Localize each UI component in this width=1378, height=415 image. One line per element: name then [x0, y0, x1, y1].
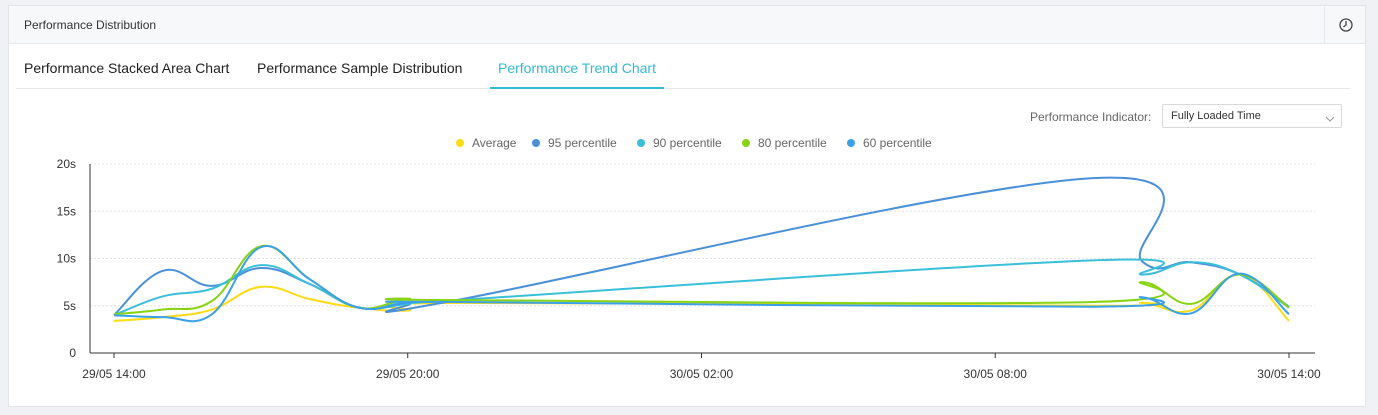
panel-header: Performance Distribution — [9, 6, 1365, 44]
series-line-95-percentile — [113, 176, 1290, 316]
x-tick-label: 29/05 20:00 — [376, 367, 440, 381]
y-tick-label: 10s — [57, 252, 76, 266]
tab-bar: Performance Stacked Area Chart Performan… — [16, 54, 1350, 89]
y-tick-label: 20s — [57, 157, 76, 171]
indicator-label: Performance Indicator: — [1030, 110, 1152, 124]
legend-dot — [742, 139, 750, 147]
legend-item-95-percentile[interactable]: 95 percentile — [532, 136, 617, 150]
x-tick-label: 30/05 14:00 — [1257, 367, 1321, 381]
series-line-80-percentile — [113, 244, 1290, 316]
legend-dot — [532, 139, 540, 147]
legend-item-60-percentile[interactable]: 60 percentile — [847, 136, 932, 150]
chevron-down-icon — [1325, 111, 1335, 122]
legend-item-80-percentile[interactable]: 80 percentile — [742, 136, 827, 150]
legend-label: 90 percentile — [653, 136, 722, 150]
y-tick-label: 0 — [69, 346, 76, 360]
legend-dot — [456, 139, 464, 147]
tab-trend-chart[interactable]: Performance Trend Chart — [490, 54, 664, 89]
x-tick-label: 29/05 14:00 — [82, 367, 146, 381]
clock-icon[interactable] — [1338, 17, 1354, 33]
y-tick-label: 5s — [63, 299, 76, 313]
series-line-60-percentile — [113, 245, 1290, 323]
legend-item-90-percentile[interactable]: 90 percentile — [637, 136, 722, 150]
legend-label: Average — [472, 136, 517, 150]
legend-dot — [637, 139, 645, 147]
panel-title: Performance Distribution — [24, 18, 157, 32]
legend-dot — [847, 139, 855, 147]
legend-label: 60 percentile — [863, 136, 932, 150]
performance-panel: Performance Distribution — [8, 5, 1366, 407]
tab-stacked-area-chart[interactable]: Performance Stacked Area Chart — [24, 60, 230, 76]
legend-label: 80 percentile — [758, 136, 827, 150]
x-tick-label: 30/05 08:00 — [964, 367, 1028, 381]
x-tick-label: 30/05 02:00 — [670, 367, 734, 381]
indicator-select[interactable]: Fully Loaded Time — [1162, 104, 1342, 128]
series-line-average — [113, 273, 1290, 322]
header-divider — [1324, 6, 1325, 44]
legend-label: 95 percentile — [548, 136, 617, 150]
legend-item-average[interactable]: Average — [456, 136, 516, 150]
chart-lines — [113, 176, 1290, 323]
tab-sample-distribution[interactable]: Performance Sample Distribution — [257, 60, 463, 76]
chart-axes: 0 5s 10s 15s 20s 29/05 14:00 29/05 20:00 30/05 … — [57, 157, 1321, 381]
y-tick-label: 15s — [57, 204, 76, 218]
indicator-select-value: Fully Loaded Time — [1171, 110, 1261, 122]
